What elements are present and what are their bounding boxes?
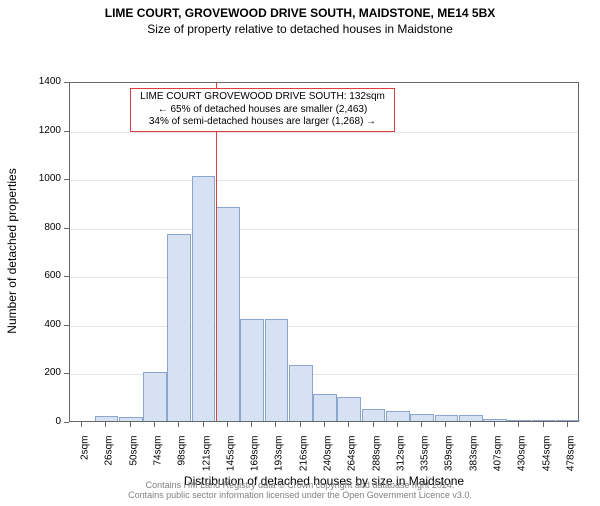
reference-line — [216, 83, 217, 421]
y-tick-label: 600 — [0, 270, 61, 281]
y-tick — [64, 325, 69, 326]
annotation-line: ← 65% of detached houses are smaller (2,… — [137, 104, 388, 117]
grid-line — [70, 229, 578, 230]
y-tick — [64, 82, 69, 83]
histogram-bar — [410, 414, 434, 421]
annotation-box: LIME COURT GROVEWOOD DRIVE SOUTH: 132sqm… — [130, 88, 395, 132]
chart-subtitle: Size of property relative to detached ho… — [0, 22, 600, 36]
chart-title: LIME COURT, GROVEWOOD DRIVE SOUTH, MAIDS… — [0, 6, 600, 20]
y-tick-label: 1400 — [0, 76, 61, 87]
y-tick — [64, 179, 69, 180]
grid-line — [70, 277, 578, 278]
grid-line — [70, 180, 578, 181]
y-tick-label: 1200 — [0, 125, 61, 136]
x-tick — [324, 422, 325, 427]
annotation-line: LIME COURT GROVEWOOD DRIVE SOUTH: 132sqm — [137, 91, 388, 104]
y-tick — [64, 373, 69, 374]
x-tick — [445, 422, 446, 427]
x-tick — [300, 422, 301, 427]
histogram-bar — [289, 365, 313, 421]
histogram-bar — [337, 397, 361, 421]
y-tick-label: 1000 — [0, 173, 61, 184]
histogram-bar — [556, 420, 580, 421]
x-tick — [567, 422, 568, 427]
histogram-bar — [167, 234, 191, 421]
x-tick — [275, 422, 276, 427]
histogram-bar — [216, 207, 240, 421]
histogram-bar — [95, 416, 119, 421]
histogram-bar — [532, 420, 556, 421]
footer: Contains HM Land Registry data © Crown c… — [0, 480, 600, 500]
footer-line: Contains HM Land Registry data © Crown c… — [0, 480, 600, 490]
y-tick-label: 200 — [0, 367, 61, 378]
annotation-line: 34% of semi-detached houses are larger (… — [137, 116, 388, 129]
histogram-bar — [143, 372, 167, 421]
histogram-bar — [435, 415, 459, 421]
histogram-bar — [240, 319, 264, 421]
y-tick — [64, 131, 69, 132]
x-tick — [421, 422, 422, 427]
x-tick — [203, 422, 204, 427]
histogram-bar — [459, 415, 483, 421]
x-tick — [470, 422, 471, 427]
x-tick — [227, 422, 228, 427]
x-tick — [373, 422, 374, 427]
histogram-bar — [313, 394, 337, 421]
y-tick — [64, 228, 69, 229]
histogram-bar — [362, 409, 386, 421]
histogram-bar — [119, 417, 143, 421]
y-tick — [64, 276, 69, 277]
y-tick — [64, 422, 69, 423]
x-tick — [348, 422, 349, 427]
x-tick — [178, 422, 179, 427]
histogram-bar — [192, 176, 216, 421]
y-tick-label: 800 — [0, 222, 61, 233]
x-tick — [397, 422, 398, 427]
grid-line — [70, 326, 578, 327]
x-tick — [105, 422, 106, 427]
histogram-bar — [483, 419, 507, 421]
grid-line — [70, 132, 578, 133]
x-tick — [81, 422, 82, 427]
x-tick — [154, 422, 155, 427]
x-tick — [494, 422, 495, 427]
x-tick — [543, 422, 544, 427]
plot-area — [69, 82, 579, 422]
histogram-bar — [265, 319, 289, 421]
footer-line: Contains public sector information licen… — [0, 490, 600, 500]
y-tick-label: 0 — [0, 416, 61, 427]
x-tick — [251, 422, 252, 427]
y-tick-label: 400 — [0, 319, 61, 330]
x-tick — [518, 422, 519, 427]
x-tick — [130, 422, 131, 427]
histogram-bar — [386, 411, 410, 421]
histogram-bar — [507, 420, 531, 421]
